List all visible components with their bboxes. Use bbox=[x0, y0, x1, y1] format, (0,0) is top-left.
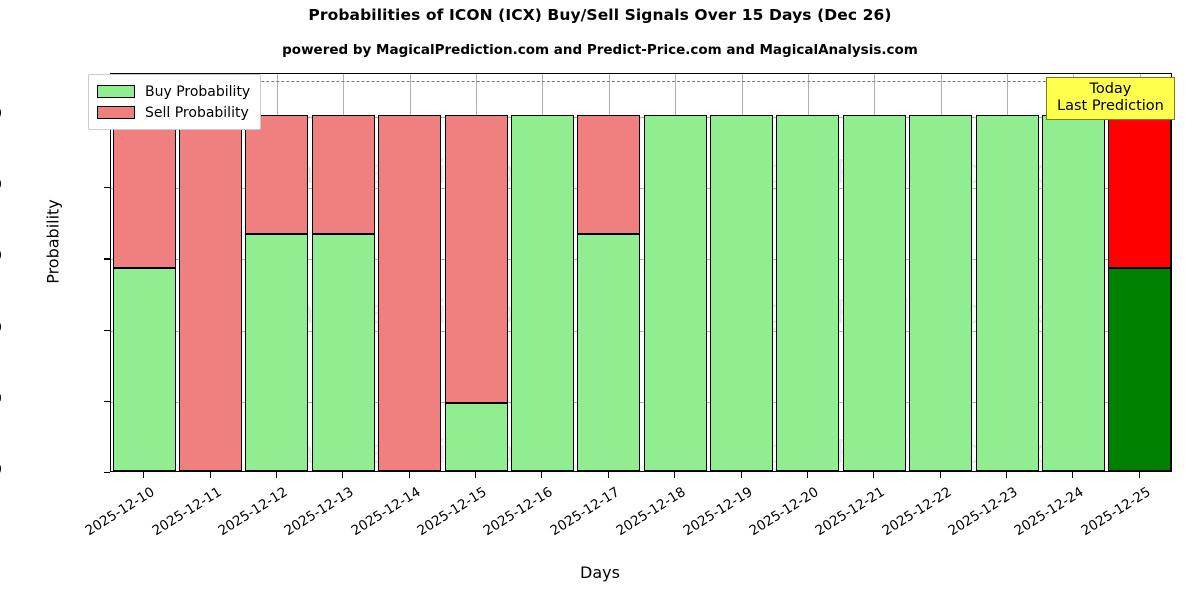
bar-segment-buy bbox=[842, 114, 906, 471]
bar-segment-sell bbox=[311, 114, 375, 235]
bar-segment-buy bbox=[710, 114, 774, 471]
x-axis-tick-mark bbox=[1072, 472, 1074, 478]
bar-segment-buy bbox=[245, 234, 309, 471]
bar-group[interactable] bbox=[975, 74, 1039, 471]
bar-segment-sell bbox=[1108, 114, 1171, 268]
bar-group[interactable] bbox=[643, 74, 707, 471]
y-axis-tick-mark bbox=[104, 400, 110, 403]
bar-group[interactable] bbox=[179, 74, 243, 471]
bar-group[interactable] bbox=[710, 74, 774, 471]
y-axis-tick-mark bbox=[104, 187, 110, 189]
x-axis-tick-mark bbox=[143, 472, 145, 478]
y-axis-tick-label: 60 bbox=[0, 248, 2, 264]
bar-segment-sell bbox=[112, 114, 176, 268]
bar-group[interactable] bbox=[378, 74, 442, 471]
x-axis-label: Days bbox=[580, 563, 620, 582]
gridline-horizontal bbox=[111, 188, 1171, 189]
legend-item[interactable]: Buy Probability bbox=[97, 81, 250, 102]
x-axis-tick-mark bbox=[608, 472, 610, 478]
bar-group[interactable] bbox=[1041, 74, 1105, 471]
legend-item-label: Buy Probability bbox=[145, 83, 251, 100]
today-annotation: Today Last Prediction bbox=[1046, 77, 1175, 121]
bar-segment-sell bbox=[378, 114, 442, 471]
gridline-horizontal bbox=[111, 116, 1171, 118]
y-axis-tick-mark bbox=[104, 329, 110, 331]
bar-group[interactable] bbox=[909, 74, 973, 471]
x-axis-tick-mark bbox=[741, 472, 743, 478]
bar-segment-buy bbox=[510, 114, 574, 471]
x-axis-tick-mark bbox=[409, 472, 411, 478]
x-axis-tick-mark bbox=[873, 472, 875, 478]
page-title: Probabilities of ICON (ICX) Buy/Sell Sig… bbox=[308, 6, 892, 24]
x-axis-tick-mark bbox=[1139, 472, 1141, 478]
y-axis-tick-label: 100 bbox=[0, 106, 2, 122]
x-axis-tick-mark bbox=[807, 472, 809, 478]
x-axis-tick-mark bbox=[541, 472, 543, 478]
gridline-horizontal bbox=[111, 401, 1171, 403]
y-axis-tick-label: 20 bbox=[0, 391, 2, 407]
bar-segment-sell bbox=[444, 114, 508, 404]
y-axis-tick-label: 40 bbox=[0, 320, 2, 336]
today-annotation-line2: Last Prediction bbox=[1057, 97, 1164, 114]
bar-segment-buy bbox=[776, 114, 840, 471]
plot-area: MagicalAnalysis.comMagicaPrediction.comM… bbox=[110, 73, 1172, 472]
y-axis-tick-label: 0 bbox=[0, 462, 2, 478]
x-axis-tick-mark bbox=[1006, 472, 1008, 478]
y-axis-tick-label: 80 bbox=[0, 177, 2, 193]
bar-group[interactable] bbox=[311, 74, 375, 471]
x-axis-tick-mark bbox=[674, 472, 676, 478]
bar-group[interactable] bbox=[444, 74, 508, 471]
bar-segment-buy bbox=[975, 114, 1039, 471]
gridline-horizontal bbox=[111, 259, 1171, 261]
bar-group[interactable] bbox=[112, 74, 176, 471]
bar-segment-buy bbox=[1041, 114, 1105, 471]
x-axis-tick-mark bbox=[276, 472, 278, 478]
bar-segment-buy bbox=[577, 234, 641, 471]
bar-segment-buy bbox=[311, 234, 375, 471]
x-axis-tick-mark bbox=[475, 472, 477, 478]
bar-segment-buy bbox=[909, 114, 973, 471]
legend-item[interactable]: Sell Probability bbox=[97, 102, 250, 123]
chart-legend: Buy Probability Sell Probability bbox=[88, 74, 262, 130]
y-axis-tick-mark bbox=[104, 472, 110, 474]
legend-item-label: Sell Probability bbox=[145, 104, 249, 121]
y-axis-tick-mark bbox=[104, 258, 110, 260]
bar-group[interactable] bbox=[842, 74, 906, 471]
bar-group[interactable] bbox=[577, 74, 641, 471]
bar-segment-buy bbox=[444, 403, 508, 471]
bar-segment-buy bbox=[112, 267, 176, 471]
bar-segment-buy bbox=[1108, 267, 1171, 471]
chart-subtitle: powered by MagicalPrediction.com and Pre… bbox=[282, 42, 918, 58]
legend-swatch bbox=[97, 85, 135, 98]
x-axis-tick-mark bbox=[342, 472, 344, 478]
y-axis-label: Probability bbox=[43, 199, 63, 284]
bar-group[interactable] bbox=[776, 74, 840, 471]
bar-segment-sell bbox=[179, 114, 243, 471]
bar-group[interactable] bbox=[245, 74, 309, 471]
gridline-horizontal bbox=[111, 330, 1171, 332]
threshold-line bbox=[111, 81, 1171, 83]
bar-today[interactable] bbox=[1108, 74, 1171, 471]
today-annotation-line1: Today bbox=[1089, 81, 1132, 97]
bar-segment-sell bbox=[577, 114, 641, 235]
bar-segment-buy bbox=[643, 114, 707, 471]
bar-segment-sell bbox=[245, 114, 309, 235]
bar-group[interactable] bbox=[510, 74, 574, 471]
x-axis-tick-mark bbox=[210, 472, 212, 478]
x-axis-tick-mark bbox=[940, 472, 942, 478]
legend-swatch bbox=[97, 106, 135, 119]
